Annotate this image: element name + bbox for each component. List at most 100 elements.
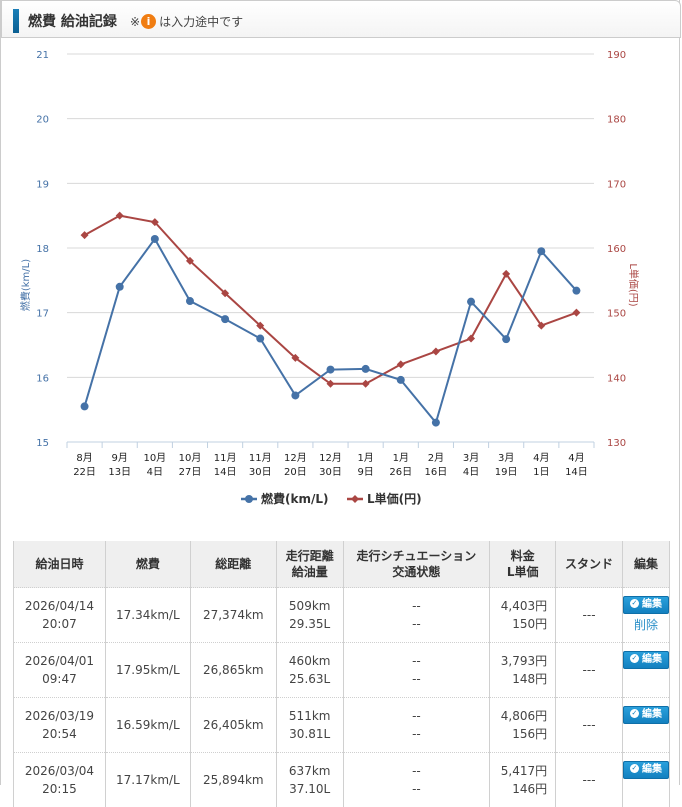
column-header-line: 料金 <box>490 548 555 564</box>
data-point-unit-price[interactable] <box>572 309 580 317</box>
fuel-cost: 5,417円 <box>490 762 547 780</box>
x-tick-label-day: 13日 <box>108 467 131 478</box>
edit-button[interactable]: ✓編集 <box>623 706 669 724</box>
gas-stand: --- <box>556 606 622 624</box>
table-cell: 25,894km <box>190 753 276 807</box>
data-point-mileage[interactable] <box>397 376 405 384</box>
data-point-mileage[interactable] <box>327 366 335 374</box>
x-tick-label-month: 4月 <box>533 452 549 464</box>
edit-button[interactable]: ✓編集 <box>623 651 669 669</box>
table-cell: --- <box>556 643 623 698</box>
refuel-time: 20:54 <box>14 725 105 743</box>
data-point-mileage[interactable] <box>81 402 89 410</box>
legend-item-mileage[interactable]: 燃費(km/L) <box>241 491 328 506</box>
table-cell: --- <box>556 588 623 643</box>
table-cell: --- <box>556 698 623 753</box>
fuel-volume: 25.63L <box>277 670 343 688</box>
y-tick-left: 16 <box>36 373 49 384</box>
x-tick-label-month: 1月 <box>393 452 409 464</box>
data-point-mileage[interactable] <box>221 315 229 323</box>
edit-cell: ✓編集 <box>622 753 669 807</box>
trip-distance: 637km <box>277 762 343 780</box>
column-header-line: 走行距離 <box>277 548 343 564</box>
column-header-line: 編集 <box>623 556 669 572</box>
column-header: スタンド <box>556 541 623 588</box>
data-point-mileage[interactable] <box>151 235 159 243</box>
chart-legend: 燃費(km/L) L単価(円) <box>241 491 422 506</box>
data-point-unit-price[interactable] <box>116 212 124 220</box>
fuel-volume: 37.10L <box>277 780 343 798</box>
data-point-mileage[interactable] <box>362 365 370 373</box>
page-title: 燃費 給油記録 <box>28 11 117 31</box>
y-tick-left: 17 <box>36 309 49 320</box>
data-point-mileage[interactable] <box>116 283 124 291</box>
driving-situation: -- <box>344 707 490 725</box>
trip-distance: 509km <box>277 597 343 615</box>
x-tick-label-day: 14日 <box>565 467 588 478</box>
data-point-unit-price[interactable] <box>397 360 405 368</box>
data-point-mileage[interactable] <box>502 335 510 343</box>
y-tick-right: 140 <box>607 373 626 384</box>
x-tick-label-day: 30日 <box>319 467 342 478</box>
delete-link[interactable]: 削除 <box>623 616 669 634</box>
column-header-line: 走行シチュエーション <box>344 548 490 564</box>
fuel-cost: 4,403円 <box>490 597 547 615</box>
column-header-line: 交通状態 <box>344 564 490 580</box>
x-tick-label-day: 27日 <box>179 467 202 478</box>
y-tick-left: 20 <box>36 115 49 126</box>
x-tick-label-day: 20日 <box>284 467 307 478</box>
x-tick-label-day: 14日 <box>214 467 237 478</box>
x-tick-label-month: 11月 <box>214 452 237 464</box>
data-point-mileage[interactable] <box>572 287 580 295</box>
edit-button[interactable]: ✓編集 <box>623 761 669 779</box>
data-point-mileage[interactable] <box>256 335 264 343</box>
x-tick-label-day: 26日 <box>389 467 412 478</box>
data-point-unit-price[interactable] <box>362 380 370 388</box>
fuel-volume: 29.35L <box>277 615 343 633</box>
refuel-date: 2026/03/19 <box>14 707 105 725</box>
data-point-mileage[interactable] <box>432 419 440 427</box>
unit-price: 146円 <box>490 780 547 798</box>
x-tick-label-month: 10月 <box>179 452 202 464</box>
x-tick-label-day: 4日 <box>463 467 479 478</box>
data-point-mileage[interactable] <box>467 298 475 306</box>
data-point-unit-price[interactable] <box>467 335 475 343</box>
odometer: 27,374km <box>191 606 276 624</box>
data-point-mileage[interactable] <box>537 247 545 255</box>
x-tick-label-day: 16日 <box>425 467 448 478</box>
gas-stand: --- <box>556 661 622 679</box>
table-cell: 26,865km <box>190 643 276 698</box>
data-point-mileage[interactable] <box>186 297 194 305</box>
table-cell: 27,374km <box>190 588 276 643</box>
x-tick-label-day: 1日 <box>533 467 549 478</box>
unit-price: 150円 <box>490 615 547 633</box>
header-note: ※ i は入力途中です <box>130 13 243 30</box>
info-icon: i <box>141 14 156 29</box>
series-line-mileage <box>85 239 577 423</box>
traffic-condition: -- <box>344 725 490 743</box>
edit-button-label: 編集 <box>642 709 662 720</box>
x-tick-label-day: 19日 <box>495 467 518 478</box>
check-icon: ✓ <box>630 709 639 718</box>
x-tick-label-day: 4日 <box>147 467 163 478</box>
data-point-mileage[interactable] <box>291 391 299 399</box>
edit-button[interactable]: ✓編集 <box>623 596 669 614</box>
edit-cell: ✓編集 <box>622 643 669 698</box>
data-point-unit-price[interactable] <box>432 347 440 355</box>
odometer: 25,894km <box>191 771 276 789</box>
data-point-unit-price[interactable] <box>81 231 89 239</box>
x-tick-label-day: 30日 <box>249 467 272 478</box>
legend-item-unit-price[interactable]: L単価(円) <box>347 491 422 506</box>
